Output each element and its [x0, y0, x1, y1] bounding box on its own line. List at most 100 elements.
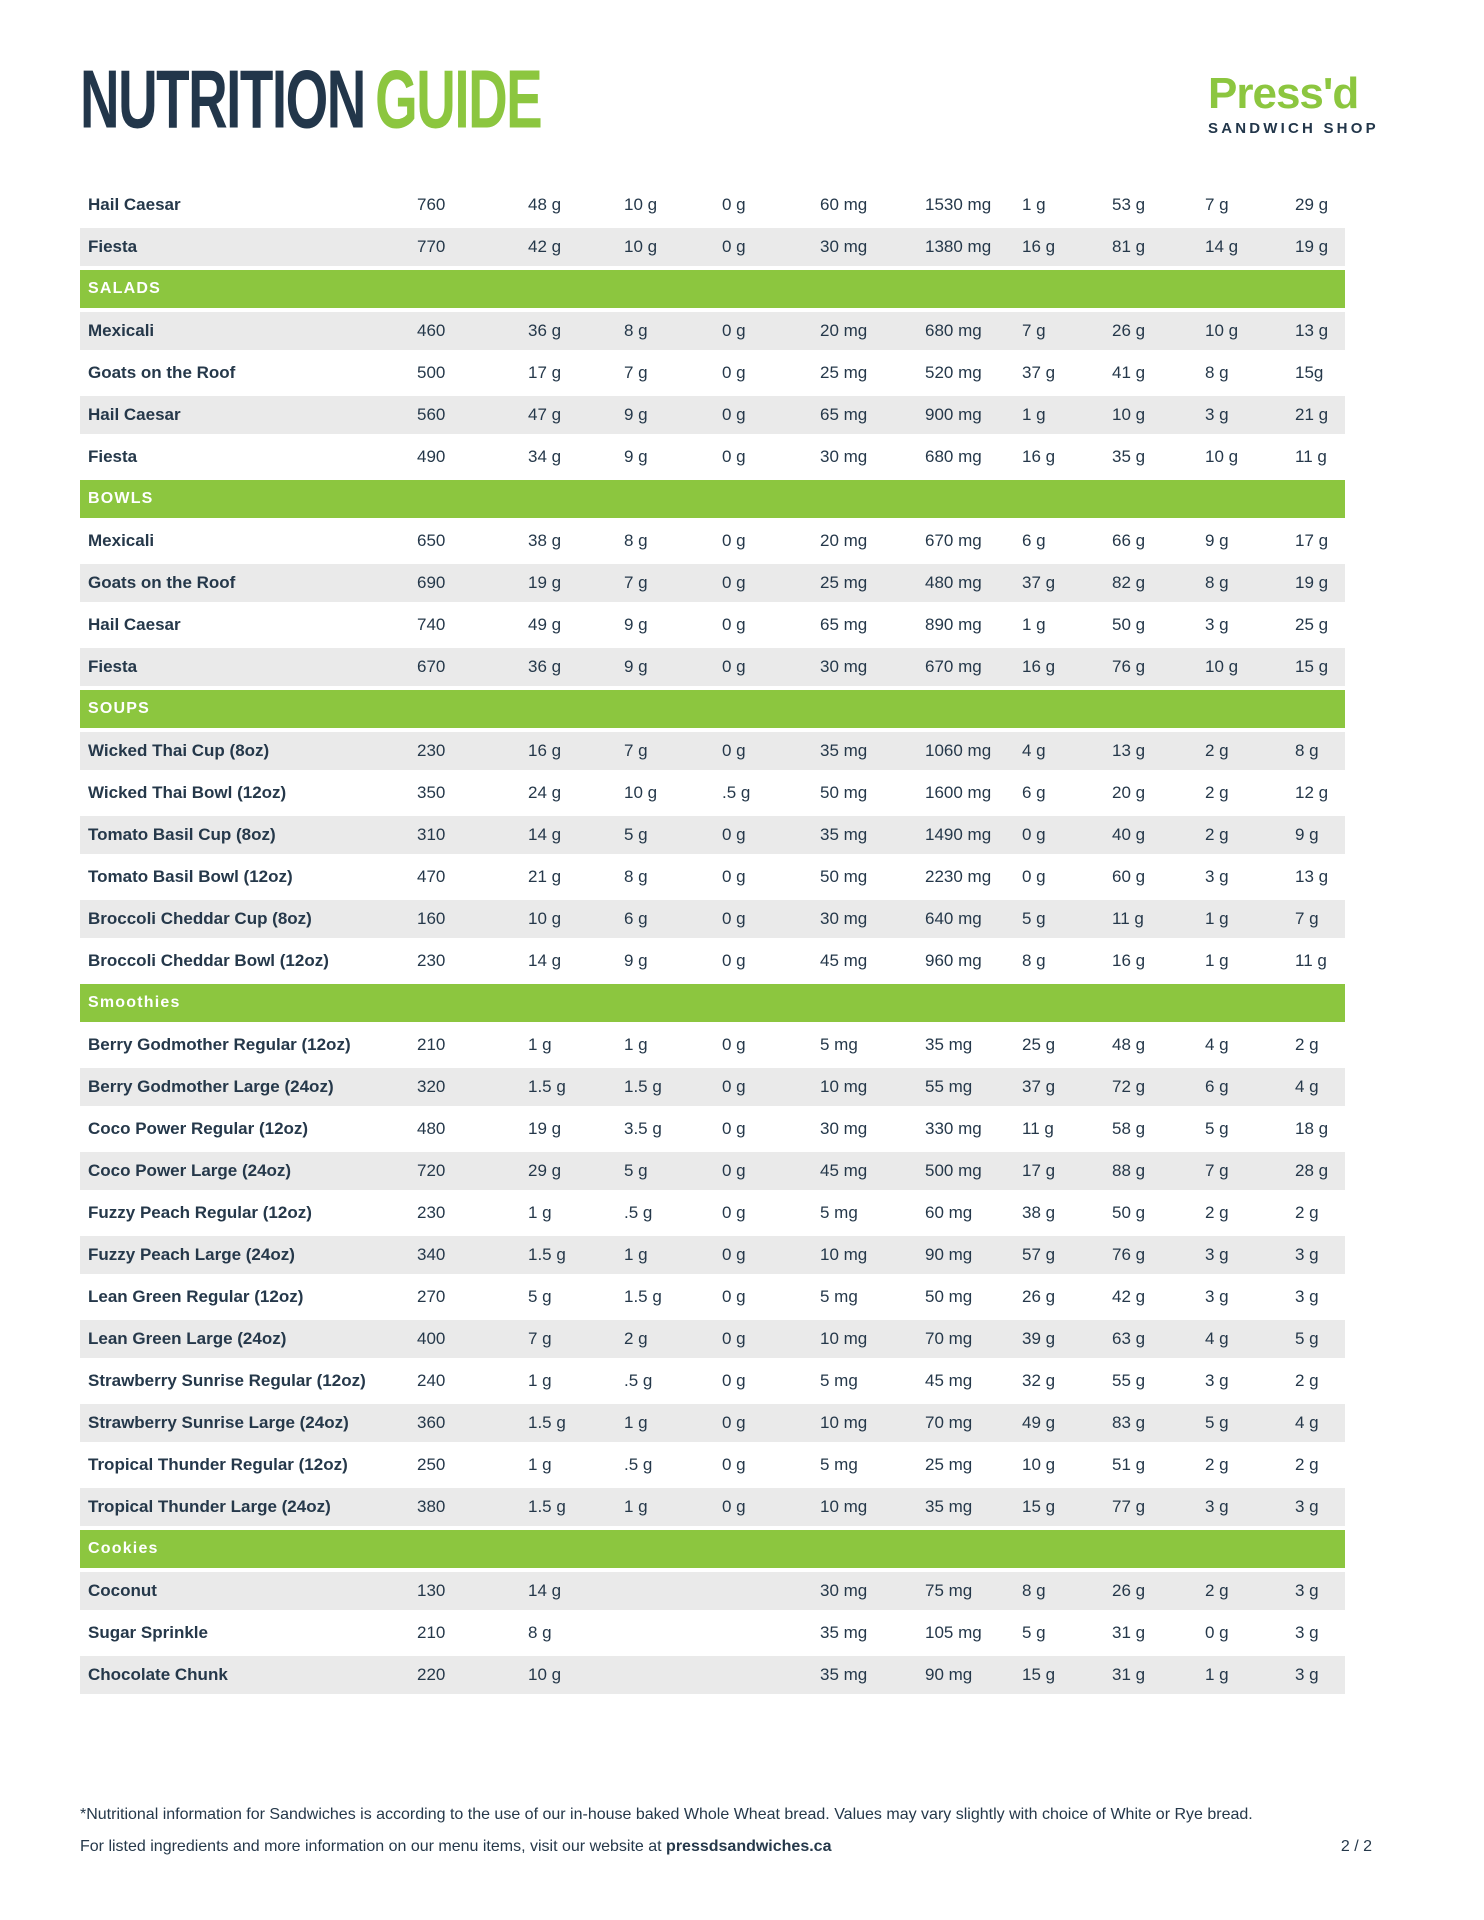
fibre-cell: 2 g — [1205, 741, 1229, 760]
fat-cell: 1.5 g — [528, 1413, 566, 1432]
protein-cell: 2 g — [1295, 1455, 1319, 1474]
sugar-cell: 16 g — [1022, 447, 1056, 466]
item-name-cell: Tropical Thunder Large (24oz) — [88, 1497, 331, 1516]
calories-cell: 480 — [417, 1119, 446, 1138]
table-row: Chocolate Chunk 220 10 g 35 mg 90 mg 15 g 31 g… — [80, 1656, 1345, 1694]
trans-fat-cell: 0 g — [722, 909, 746, 928]
cholesterol-cell: 5 mg — [820, 1203, 858, 1222]
website-link[interactable]: pressdsandwiches.ca — [666, 1838, 832, 1855]
trans-fat-cell: 0 g — [722, 447, 746, 466]
cholesterol-cell: 5 mg — [820, 1371, 858, 1390]
item-name-cell: Hail Caesar — [88, 405, 181, 424]
protein-cell: 12 g — [1295, 783, 1329, 802]
protein-cell: 9 g — [1295, 825, 1319, 844]
table-row: Fiesta 490 34 g 9 g 0 g 30 mg 680 mg 16 g 35 g 10… — [80, 438, 1345, 476]
fat-cell: 49 g — [528, 615, 562, 634]
sodium-cell: 90 mg — [925, 1245, 973, 1264]
carbohydrates-cell: 41 g — [1112, 363, 1146, 382]
item-name-cell: Coco Power Regular (12oz) — [88, 1119, 309, 1138]
sodium-cell: 640 mg — [925, 909, 982, 928]
cholesterol-cell: 10 mg — [820, 1413, 868, 1432]
fibre-cell: 8 g — [1205, 363, 1229, 382]
table-row: Fuzzy Peach Large (24oz) 340 1.5 g 1 g 0 g 10… — [80, 1236, 1345, 1274]
fibre-cell: 1 g — [1205, 951, 1229, 970]
carbohydrates-cell: 77 g — [1112, 1497, 1146, 1516]
protein-cell: 5 g — [1295, 1329, 1319, 1348]
fat-cell: 1 g — [528, 1371, 552, 1390]
saturated-fat-cell: 9 g — [624, 405, 648, 424]
fibre-cell: 10 g — [1205, 447, 1239, 466]
trans-fat-cell: .5 g — [722, 783, 751, 802]
fat-cell: 29 g — [528, 1161, 562, 1180]
fat-cell: 7 g — [528, 1329, 552, 1348]
cholesterol-cell: 60 mg — [820, 195, 868, 214]
fat-cell: 10 g — [528, 1665, 562, 1684]
trans-fat-cell: 0 g — [722, 1455, 746, 1474]
carbohydrates-cell: 51 g — [1112, 1455, 1146, 1474]
calories-cell: 320 — [417, 1077, 446, 1096]
item-name-cell: Coconut — [88, 1581, 157, 1600]
saturated-fat-cell: 9 g — [624, 447, 648, 466]
calories-cell: 350 — [417, 783, 446, 802]
fibre-cell: 1 g — [1205, 1665, 1229, 1684]
sodium-cell: 500 mg — [925, 1161, 982, 1180]
title-guide: GUIDE — [375, 52, 543, 146]
fat-cell: 5 g — [528, 1287, 552, 1306]
calories-cell: 650 — [417, 531, 446, 550]
sodium-cell: 1600 mg — [925, 783, 992, 802]
saturated-fat-cell: 7 g — [624, 741, 648, 760]
item-name-cell: Tomato Basil Cup (8oz) — [88, 825, 276, 844]
fat-cell: 10 g — [528, 909, 562, 928]
saturated-fat-cell: 1.5 g — [624, 1077, 662, 1096]
cholesterol-cell: 30 mg — [820, 657, 868, 676]
protein-cell: 3 g — [1295, 1581, 1319, 1600]
fibre-cell: 9 g — [1205, 531, 1229, 550]
item-name-cell: Hail Caesar — [88, 195, 181, 214]
carbohydrates-cell: 10 g — [1112, 405, 1146, 424]
sugar-cell: 16 g — [1022, 657, 1056, 676]
fat-cell: 42 g — [528, 237, 562, 256]
sodium-cell: 35 mg — [925, 1497, 973, 1516]
calories-cell: 400 — [417, 1329, 446, 1348]
carbohydrates-cell: 35 g — [1112, 447, 1146, 466]
table-row: Wicked Thai Cup (8oz) 230 16 g 7 g 0 g 35 mg 1… — [80, 732, 1345, 770]
fat-cell: 24 g — [528, 783, 562, 802]
saturated-fat-cell: 6 g — [624, 909, 648, 928]
table-row: Hail Caesar 740 49 g 9 g 0 g 65 mg 890 mg 1 g 50… — [80, 606, 1345, 644]
sodium-cell: 670 mg — [925, 657, 982, 676]
carbohydrates-cell: 13 g — [1112, 741, 1146, 760]
cholesterol-cell: 35 mg — [820, 1665, 868, 1684]
carbohydrates-cell: 72 g — [1112, 1077, 1146, 1096]
item-name-cell: Chocolate Chunk — [88, 1665, 228, 1684]
sugar-cell: 0 g — [1022, 825, 1046, 844]
fibre-cell: 3 g — [1205, 1497, 1229, 1516]
sodium-cell: 25 mg — [925, 1455, 973, 1474]
trans-fat-cell: 0 g — [722, 321, 746, 340]
section-header: SALADS — [80, 270, 1345, 308]
fibre-cell: 3 g — [1205, 1245, 1229, 1264]
sugar-cell: 8 g — [1022, 951, 1046, 970]
sugar-cell: 1 g — [1022, 195, 1046, 214]
cholesterol-cell: 10 mg — [820, 1077, 868, 1096]
calories-cell: 210 — [417, 1623, 446, 1642]
trans-fat-cell: 0 g — [722, 825, 746, 844]
calories-cell: 460 — [417, 321, 446, 340]
cholesterol-cell: 5 mg — [820, 1455, 858, 1474]
fibre-cell: 3 g — [1205, 1371, 1229, 1390]
protein-cell: 19 g — [1295, 573, 1329, 592]
table-row: Strawberry Sunrise Regular (12oz) 240 1 g.… — [80, 1362, 1345, 1400]
sugar-cell: 49 g — [1022, 1413, 1056, 1432]
item-name-cell: Strawberry Sunrise Large (24oz) — [88, 1413, 349, 1432]
sugar-cell: 37 g — [1022, 1077, 1056, 1096]
item-name-cell: Tropical Thunder Regular (12oz) — [88, 1455, 348, 1474]
saturated-fat-cell: 7 g — [624, 363, 648, 382]
fat-cell: 1 g — [528, 1455, 552, 1474]
sugar-cell: 4 g — [1022, 741, 1046, 760]
table-row: Lean Green Large (24oz) 400 7 g 2 g 0 g 10 mg… — [80, 1320, 1345, 1358]
saturated-fat-cell: .5 g — [624, 1203, 653, 1222]
fibre-cell: 3 g — [1205, 1287, 1229, 1306]
protein-cell: 3 g — [1295, 1665, 1319, 1684]
trans-fat-cell: 0 g — [722, 405, 746, 424]
item-name-cell: Strawberry Sunrise Regular (12oz) — [88, 1371, 366, 1390]
calories-cell: 760 — [417, 195, 446, 214]
